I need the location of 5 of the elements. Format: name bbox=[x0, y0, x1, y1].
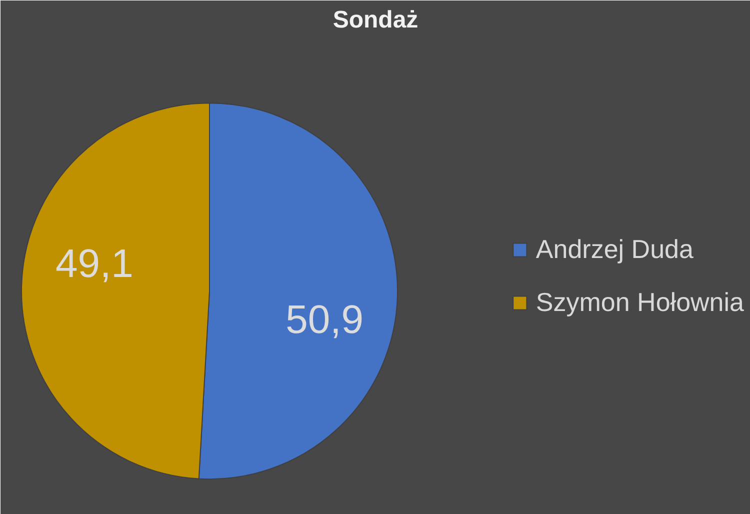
chart-title: Sondaż bbox=[332, 6, 418, 34]
data-label: 49,1 bbox=[55, 242, 134, 286]
legend-label: Szymon Hołownia bbox=[536, 286, 744, 318]
legend-label: Andrzej Duda bbox=[536, 234, 694, 264]
data-label: 50,9 bbox=[286, 298, 364, 342]
